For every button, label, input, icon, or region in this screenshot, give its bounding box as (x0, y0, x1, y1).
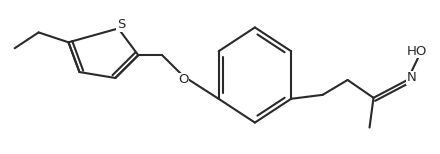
Text: S: S (117, 18, 125, 31)
Text: HO: HO (407, 45, 428, 58)
Text: N: N (407, 71, 416, 85)
Text: O: O (178, 73, 188, 87)
